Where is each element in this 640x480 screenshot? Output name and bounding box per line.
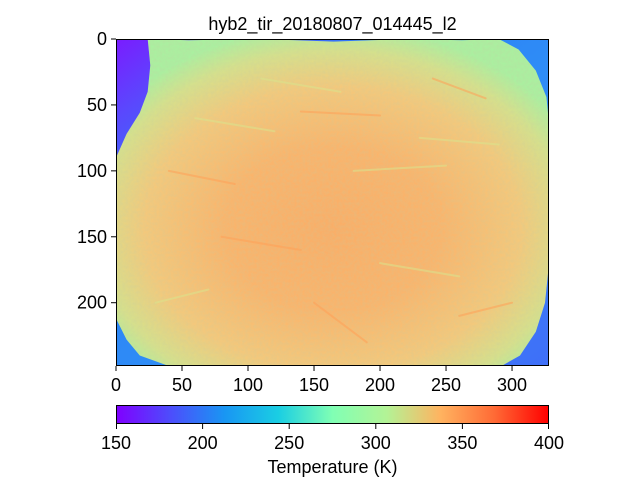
surface-texture xyxy=(116,39,549,366)
colorbar: 150 200 250 300 350 400 Temperature (K) xyxy=(101,405,564,477)
colorbar-ticks: 150 200 250 300 350 400 xyxy=(101,424,564,453)
x-axis: 0 50 100 150 200 250 300 xyxy=(111,366,527,395)
heatmap-image xyxy=(116,39,549,366)
y-tick-label: 50 xyxy=(87,95,107,115)
colorbar-tick-label: 300 xyxy=(361,433,391,453)
x-tick-label: 300 xyxy=(497,375,527,395)
surface-streak xyxy=(352,164,448,172)
chart-title: hyb2_tir_20180807_014445_l2 xyxy=(208,14,456,35)
surface-streak xyxy=(431,77,487,100)
y-tick-label: 150 xyxy=(77,227,107,247)
x-tick-label: 200 xyxy=(365,375,395,395)
surface-streak xyxy=(154,288,210,304)
colorbar-tick-label: 400 xyxy=(534,433,564,453)
surface-streak xyxy=(458,301,514,317)
axes-frame xyxy=(116,39,549,366)
y-tick-label: 100 xyxy=(77,161,107,181)
colorbar-gradient xyxy=(116,405,549,424)
y-tick-label: 200 xyxy=(77,293,107,313)
colorbar-tick-label: 150 xyxy=(101,433,131,453)
surface-streak xyxy=(260,77,342,93)
surface-features xyxy=(154,77,514,344)
surface-streak xyxy=(313,301,368,344)
surface-streak xyxy=(379,262,461,278)
surface-streak xyxy=(220,235,302,251)
surface-streak xyxy=(167,169,236,186)
colorbar-tick-label: 200 xyxy=(188,433,218,453)
surface-streak xyxy=(299,110,382,117)
y-tick-label: 0 xyxy=(97,29,107,49)
x-tick-label: 150 xyxy=(299,375,329,395)
surface-streak xyxy=(418,136,500,146)
surface-streak xyxy=(194,117,276,133)
colorbar-tick-label: 350 xyxy=(447,433,477,453)
plot-area: 0 50 100 150 200 250 300 0 50 100 150 200 xyxy=(77,29,549,395)
y-axis: 0 50 100 150 200 xyxy=(77,29,116,313)
x-tick-label: 50 xyxy=(172,375,192,395)
x-tick-label: 100 xyxy=(233,375,263,395)
colorbar-tick-label: 250 xyxy=(274,433,304,453)
x-tick-label: 0 xyxy=(111,375,121,395)
x-tick-label: 250 xyxy=(431,375,461,395)
colorbar-label: Temperature (K) xyxy=(267,457,397,477)
